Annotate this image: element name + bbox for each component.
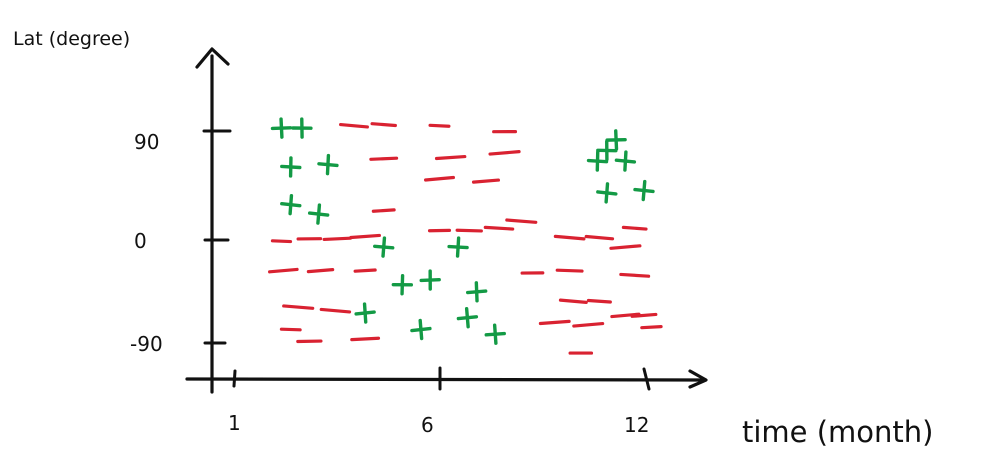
minus-marker xyxy=(553,234,586,241)
x-axis-label: time (month) xyxy=(742,415,934,449)
plus-marker-v xyxy=(316,203,322,225)
plus-marker-v xyxy=(381,236,387,258)
minus-marker xyxy=(319,307,352,314)
minus-marker xyxy=(268,267,299,274)
minus-marker xyxy=(306,268,335,274)
minus-marker xyxy=(640,325,663,330)
x-tick-label-6: 6 xyxy=(421,413,434,437)
plus-marker xyxy=(465,281,488,303)
minus-marker xyxy=(279,327,302,332)
plus-marker-v xyxy=(325,153,331,176)
x-tick-label-12: 12 xyxy=(624,413,649,437)
minus-marker xyxy=(424,175,455,182)
minus-marker xyxy=(538,319,571,326)
plus-marker xyxy=(456,307,479,329)
plus-marker xyxy=(614,150,637,172)
plus-marker xyxy=(317,153,339,176)
y-tick-label-minus90: -90 xyxy=(130,332,163,356)
plus-marker xyxy=(354,302,376,324)
plus-marker xyxy=(280,156,302,178)
minus-marker xyxy=(572,321,605,328)
y-tick-label-0: 0 xyxy=(134,229,147,253)
plus-marker xyxy=(270,117,293,139)
minus-marker xyxy=(350,336,381,342)
plus-marker-v xyxy=(455,236,461,258)
minus-marker xyxy=(483,225,515,231)
minus-marker xyxy=(369,156,399,161)
minus-marker xyxy=(586,298,612,304)
minus-marker xyxy=(322,236,352,242)
x-tick-label-1: 1 xyxy=(228,411,241,435)
minus-marker xyxy=(428,123,451,128)
plus-marker-v xyxy=(492,323,498,345)
plus-marker-v xyxy=(279,117,284,139)
plus-marker-v xyxy=(418,318,424,341)
minus-marker xyxy=(609,244,642,250)
minus-marker xyxy=(434,154,467,161)
plus-marker xyxy=(419,269,441,291)
y-tick-label-90: 90 xyxy=(134,130,159,154)
minus-marker xyxy=(353,268,377,273)
minus-marker xyxy=(270,239,293,244)
plus-marker xyxy=(447,236,469,258)
plus-marker-v xyxy=(474,281,479,303)
minus-marker xyxy=(619,272,651,278)
plus-marker xyxy=(410,318,432,341)
minus-marker xyxy=(488,150,521,156)
plus-marker xyxy=(596,139,618,162)
plus-marker xyxy=(291,117,313,139)
minus-marker xyxy=(558,298,588,304)
y-axis-arrowhead xyxy=(195,47,230,69)
minus-marker xyxy=(339,122,369,129)
plus-marker xyxy=(307,203,330,225)
plus-marker-v xyxy=(464,307,470,329)
x-axis-line xyxy=(185,377,704,382)
plus-marker xyxy=(391,274,414,296)
minus-marker xyxy=(455,228,483,233)
minus-marker xyxy=(630,312,658,318)
minus-marker xyxy=(584,234,615,241)
plus-marker xyxy=(633,179,655,202)
minus-marker xyxy=(371,208,396,213)
minus-marker xyxy=(370,122,397,128)
minus-marker xyxy=(471,178,501,184)
y-axis-label: Lat (degree) xyxy=(13,28,130,50)
plus-marker xyxy=(605,129,627,151)
x-axis-arrowhead xyxy=(688,369,708,389)
minus-marker xyxy=(555,268,584,273)
plus-marker xyxy=(586,150,609,172)
plus-marker-v xyxy=(400,274,405,296)
plus-marker xyxy=(280,193,302,216)
plus-marker-v xyxy=(362,302,368,324)
plus-marker-v xyxy=(641,179,647,202)
plus-marker-v xyxy=(288,193,294,216)
x-tick-1 xyxy=(232,369,237,388)
minus-marker xyxy=(621,225,648,231)
plus-marker xyxy=(596,182,618,204)
plus-marker xyxy=(484,323,506,345)
plus-marker-v xyxy=(614,129,619,151)
minus-marker xyxy=(282,304,315,310)
x-tick-12 xyxy=(642,367,651,391)
minus-marker xyxy=(349,233,381,240)
plus-marker xyxy=(373,236,395,258)
plus-marker-v xyxy=(604,182,610,204)
minus-marker xyxy=(505,218,538,224)
data-marks xyxy=(268,117,663,355)
plus-marker-v xyxy=(623,150,628,172)
